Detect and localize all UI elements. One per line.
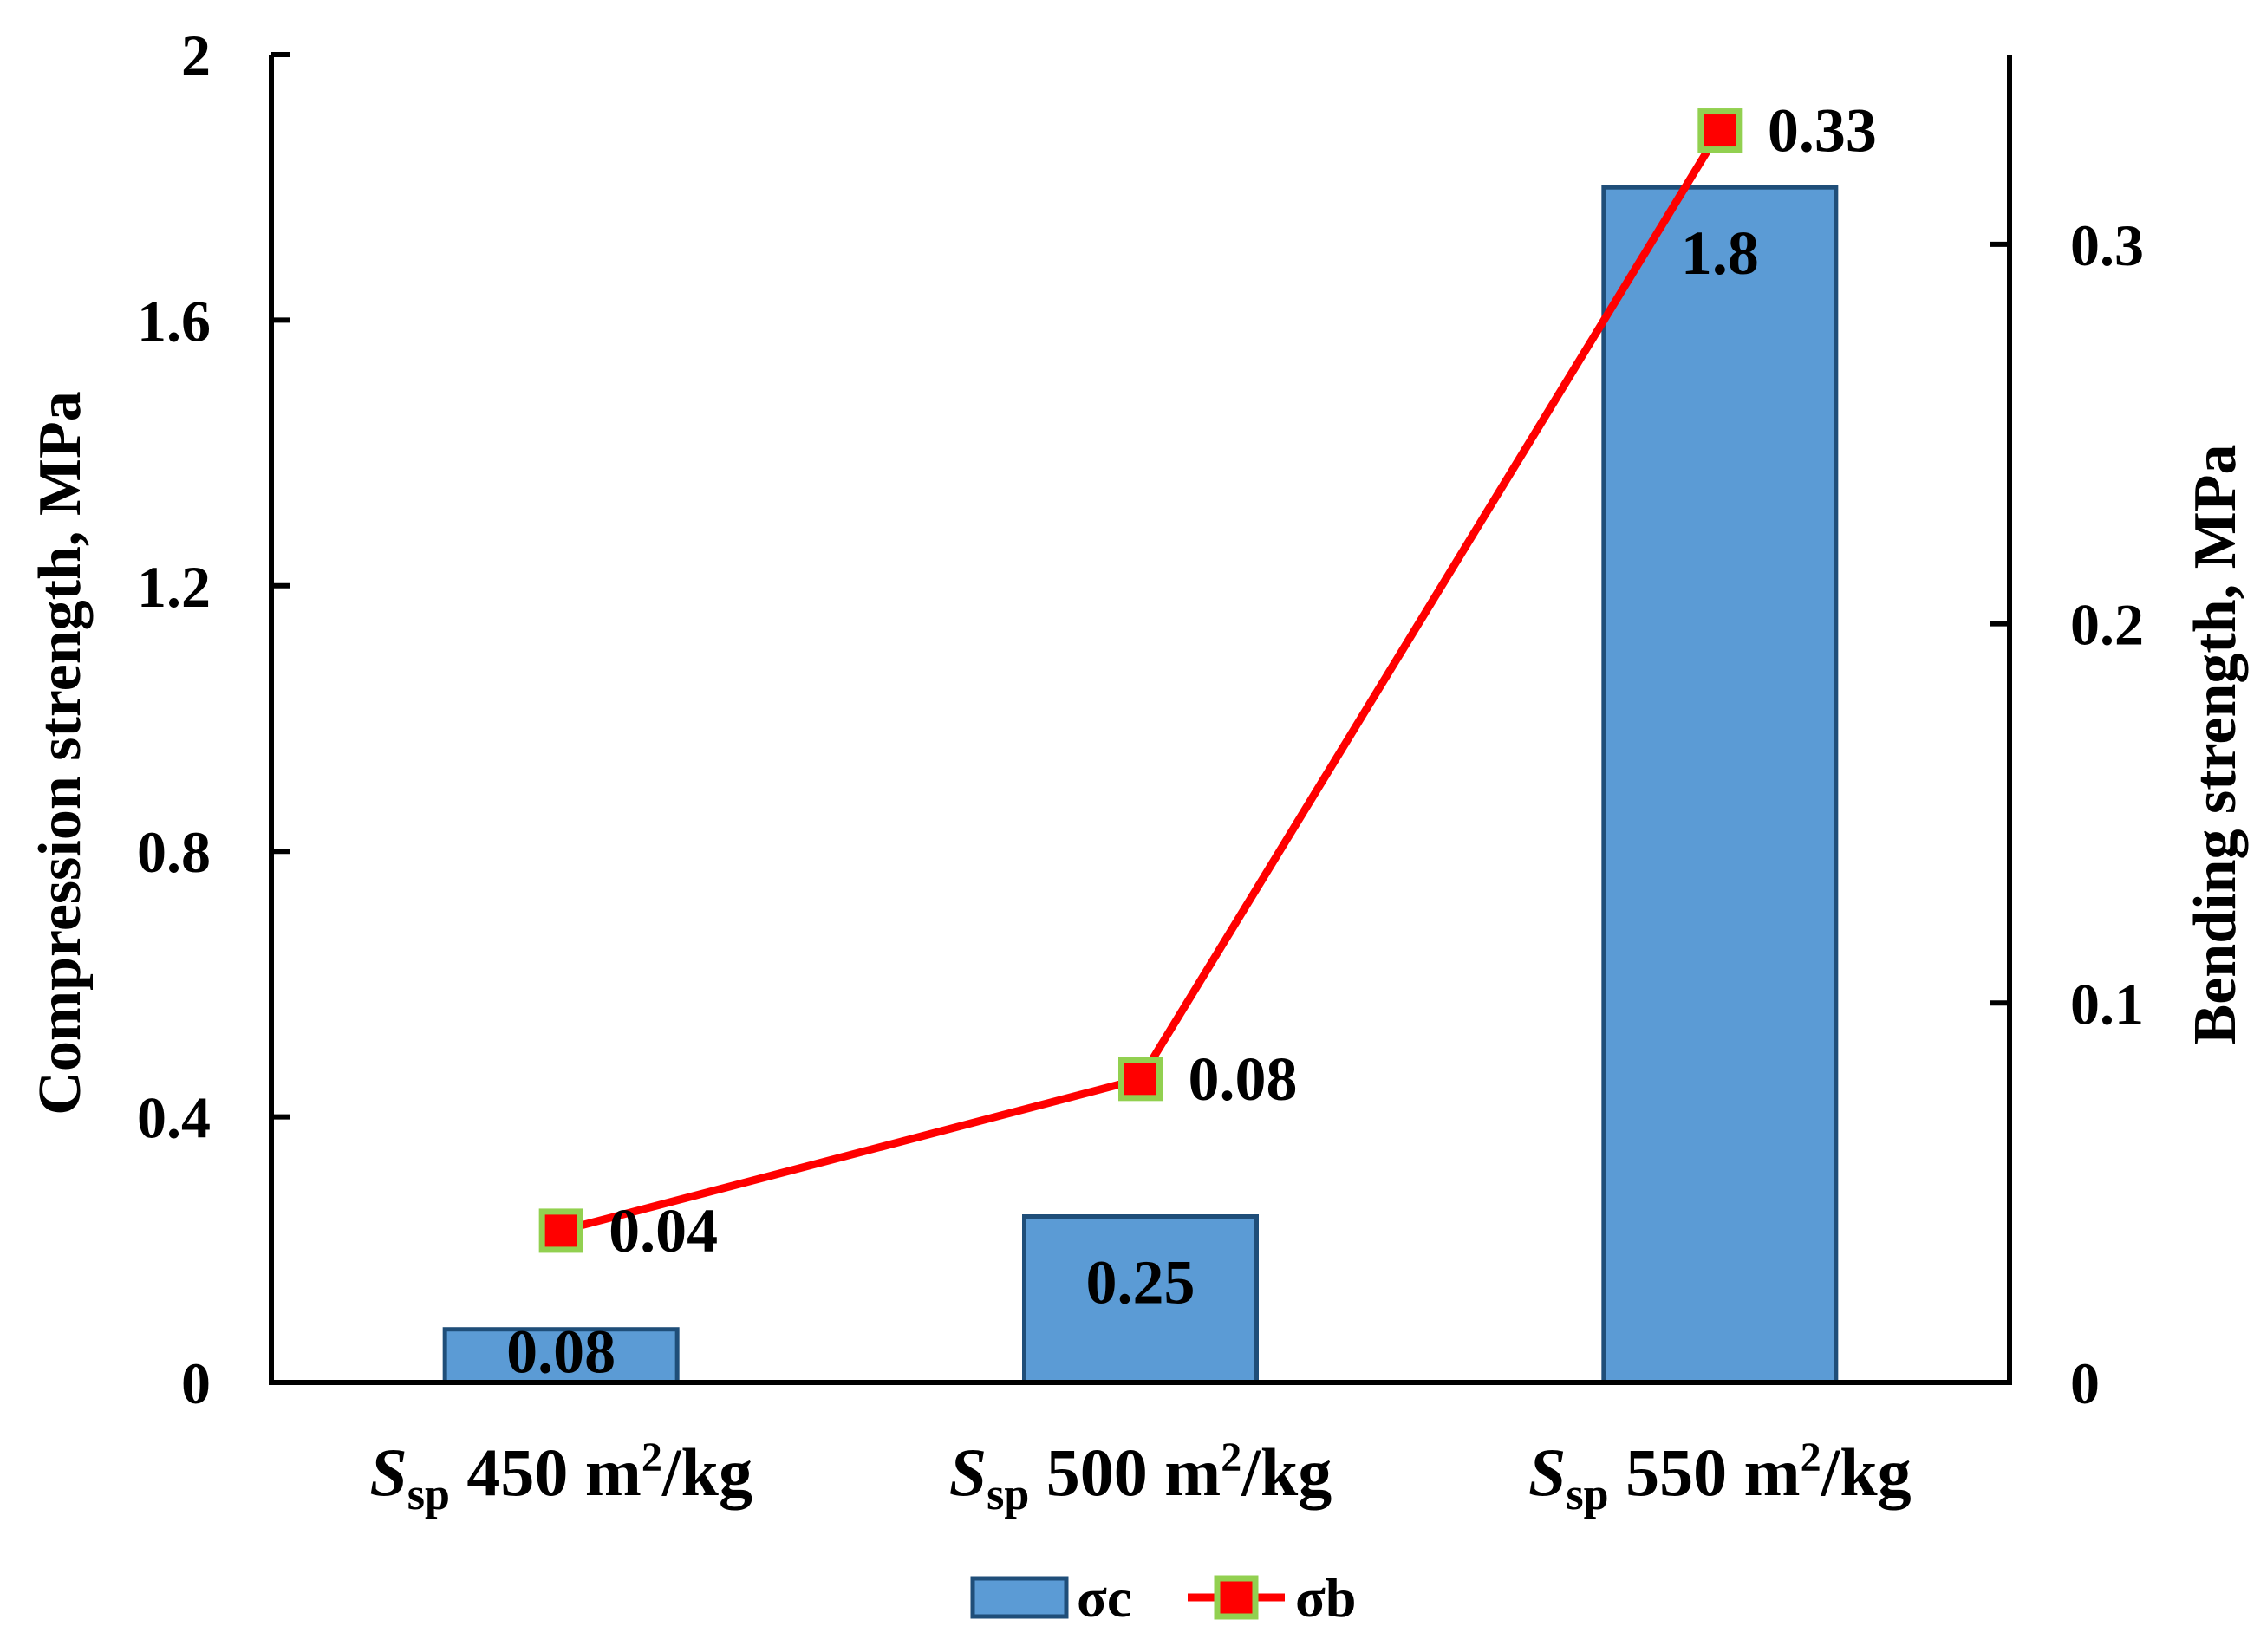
sigma-b-marker-0	[538, 1208, 583, 1253]
line-data-label-2: 0.33	[1768, 96, 1877, 166]
left-axis-title: Compression strength, MPa	[27, 391, 94, 1115]
left-tick-label-3: 1.2	[137, 554, 211, 620]
category-value: 450 m	[450, 1434, 642, 1510]
category-subscript: sp	[987, 1470, 1029, 1519]
bar-2	[1601, 185, 1839, 1385]
line-data-label-0: 0.04	[609, 1196, 718, 1265]
sigma-b-marker-2	[1697, 108, 1743, 153]
bar-data-label-0: 0.08	[506, 1317, 616, 1387]
category-subscript: sp	[1566, 1470, 1608, 1519]
sigma-b-marker-1	[1118, 1057, 1163, 1102]
category-label-1: Ssp 500 m2/kg	[949, 1434, 1332, 1519]
legend: σc σb	[970, 1567, 1356, 1629]
left-tick-label-5: 2	[181, 23, 211, 88]
legend-sigma-c-label: σc	[1077, 1567, 1131, 1629]
right-tick-label-2: 0.2	[2070, 592, 2144, 658]
bars-layer	[442, 185, 1839, 1385]
axes-layer: 0 0.4 0.8 1.2 1.6 2 0 0.1 0.2 0.3 Compression stre…	[27, 23, 2249, 1519]
line-data-label-1: 0.08	[1189, 1044, 1298, 1114]
bar-1	[1022, 1214, 1259, 1385]
left-tick-label-2: 0.8	[137, 819, 211, 885]
category-label-0: Ssp 450 m2/kg	[369, 1434, 752, 1519]
right-tick-label-0: 0	[2070, 1350, 2100, 1416]
legend-sigma-c-swatch	[970, 1576, 1069, 1619]
bar-data-label-2: 1.8	[1681, 218, 1759, 288]
category-unit: /kg	[1241, 1434, 1332, 1510]
category-superscript: 2	[642, 1434, 662, 1480]
labels-layer: 0.08 0.25 1.8 0.04 0.08 0.33	[506, 96, 1877, 1387]
category-superscript: 2	[1221, 1434, 1241, 1480]
right-tick-label-3: 0.3	[2070, 212, 2144, 278]
category-symbol: S	[369, 1434, 407, 1510]
left-tick-label-4: 1.6	[137, 288, 211, 354]
legend-sigma-b-label: σb	[1295, 1567, 1356, 1629]
right-axis-title: Bending strength, MPa	[2182, 445, 2249, 1045]
legend-sigma-b-marker	[1214, 1575, 1259, 1620]
category-symbol: S	[1528, 1434, 1566, 1510]
line-layer	[538, 108, 1743, 1253]
category-superscript: 2	[1801, 1434, 1821, 1480]
right-tick-label-1: 0.1	[2070, 971, 2144, 1037]
category-label-2: Ssp 550 m2/kg	[1528, 1434, 1912, 1519]
left-tick-label-1: 0.4	[137, 1085, 211, 1151]
category-symbol: S	[949, 1434, 987, 1510]
bar-data-label-1: 0.25	[1086, 1248, 1195, 1317]
category-unit: /kg	[1821, 1434, 1912, 1510]
category-value: 500 m	[1029, 1434, 1221, 1510]
category-unit: /kg	[661, 1434, 752, 1510]
category-subscript: sp	[407, 1470, 450, 1519]
left-tick-label-0: 0	[181, 1350, 211, 1416]
category-value: 550 m	[1609, 1434, 1801, 1510]
